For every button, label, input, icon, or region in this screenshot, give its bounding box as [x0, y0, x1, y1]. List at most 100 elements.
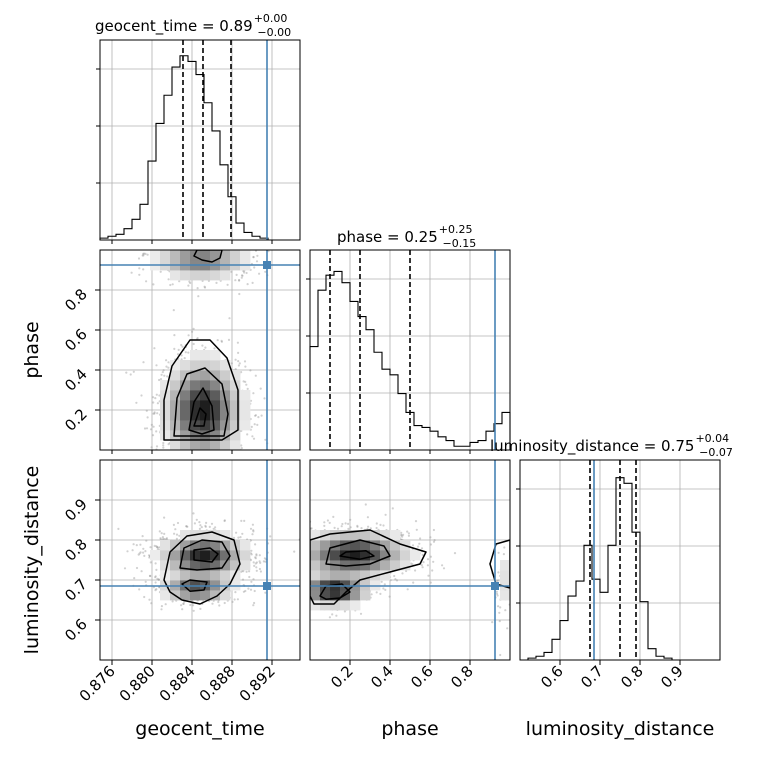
density-cell: [220, 420, 231, 431]
scatter-point: [249, 369, 252, 372]
ylabel-phase: phase: [21, 321, 43, 378]
scatter-point: [420, 564, 423, 567]
scatter-point: [150, 446, 153, 449]
scatter-point: [183, 357, 186, 360]
scatter-point: [135, 544, 138, 547]
scatter-point: [240, 274, 244, 277]
scatter-point: [237, 351, 240, 354]
scatter-point: [410, 562, 413, 565]
scatter-point: [251, 533, 254, 536]
scatter-point: [210, 522, 214, 525]
scatter-point: [192, 327, 195, 330]
density-cell: [160, 560, 171, 571]
panel-frame-2-1: [309, 459, 511, 661]
density-cell: [320, 570, 331, 581]
density-cell: [170, 360, 181, 371]
scatter-point: [240, 519, 243, 523]
scatter-point: [253, 266, 256, 269]
density-cell: [220, 390, 231, 401]
scatter-point: [503, 546, 506, 549]
scatter-point: [414, 520, 418, 523]
scatter-point: [379, 592, 382, 596]
scatter-point: [252, 578, 255, 581]
scatter-point: [203, 285, 206, 288]
scatter-point: [155, 545, 158, 548]
scatter-point: [393, 574, 396, 578]
scatter-point: [138, 588, 141, 591]
scatter-point: [167, 366, 170, 369]
scatter-point: [406, 588, 409, 591]
scatter-point: [204, 524, 207, 528]
scatter-point: [165, 365, 168, 368]
density-cell: [330, 540, 341, 551]
scatter-point: [142, 551, 145, 554]
scatter-point: [259, 570, 262, 573]
density-cell: [180, 560, 191, 571]
scatter-point: [138, 273, 141, 276]
density-cell: [160, 430, 171, 441]
density-cell: [190, 380, 201, 391]
density-cell: [190, 360, 201, 371]
scatter-point: [133, 577, 136, 580]
title-phase-minus: −0.15: [443, 237, 477, 250]
title-geocent-time-minus: −0.00: [257, 26, 291, 39]
scatter-point: [247, 587, 250, 590]
scatter-point: [155, 588, 158, 591]
density-cell: [170, 380, 181, 391]
scatter-point: [366, 516, 369, 519]
density-cell: [390, 540, 401, 551]
scatter-point: [502, 553, 505, 556]
scatter-point: [189, 603, 192, 607]
scatter-point: [245, 271, 248, 275]
scatter-point: [263, 557, 266, 560]
scatter-point: [333, 526, 336, 530]
scatter-point: [420, 547, 424, 550]
density-cell: [200, 370, 211, 381]
scatter-point: [255, 554, 258, 557]
density-cell: [150, 550, 161, 561]
scatter-point: [253, 589, 256, 593]
scatter-point: [191, 330, 194, 333]
scatter-point: [205, 521, 208, 525]
scatter-point: [180, 358, 183, 361]
scatter-point: [367, 525, 370, 528]
density-cell: [190, 570, 201, 581]
scatter-point: [496, 594, 499, 597]
scatter-point: [155, 393, 158, 396]
density-cell: [160, 380, 171, 391]
density-cell: [210, 370, 221, 381]
scatter-point: [217, 600, 220, 604]
density-cell: [200, 270, 211, 281]
scatter-point: [375, 591, 378, 594]
density-cell: [400, 550, 411, 561]
scatter-point: [159, 537, 162, 540]
density-cell: [330, 570, 341, 581]
density-cell: [210, 440, 221, 450]
scatter-point: [141, 535, 144, 538]
scatter-point: [165, 537, 168, 540]
scatter-point: [293, 550, 296, 553]
density-cell: [190, 430, 201, 441]
density-cell: [350, 540, 361, 551]
density-cell: [190, 410, 201, 421]
density-cell: [230, 380, 241, 391]
scatter-point: [237, 536, 240, 539]
scatter-point: [160, 373, 163, 376]
scatter-point: [148, 574, 152, 578]
density-cell: [380, 550, 391, 561]
xlabel-phase: phase: [381, 718, 438, 740]
scatter-point: [364, 503, 367, 506]
density-cell: [190, 270, 201, 281]
scatter-point: [264, 438, 267, 441]
scatter-point: [153, 347, 156, 350]
density-cell: [310, 550, 321, 561]
xtick-label-luminosity_distance-3: 0.9: [657, 662, 687, 692]
scatter-point: [149, 561, 152, 564]
title-luminosity-distance: luminosity_distance = 0.75+0.04 −0.07: [490, 432, 733, 459]
scatter-point: [204, 525, 207, 528]
scatter-point: [433, 539, 436, 542]
density-cell: [160, 540, 171, 551]
scatter-point: [411, 544, 415, 547]
scatter-point: [328, 616, 331, 619]
scatter-point: [231, 600, 234, 604]
